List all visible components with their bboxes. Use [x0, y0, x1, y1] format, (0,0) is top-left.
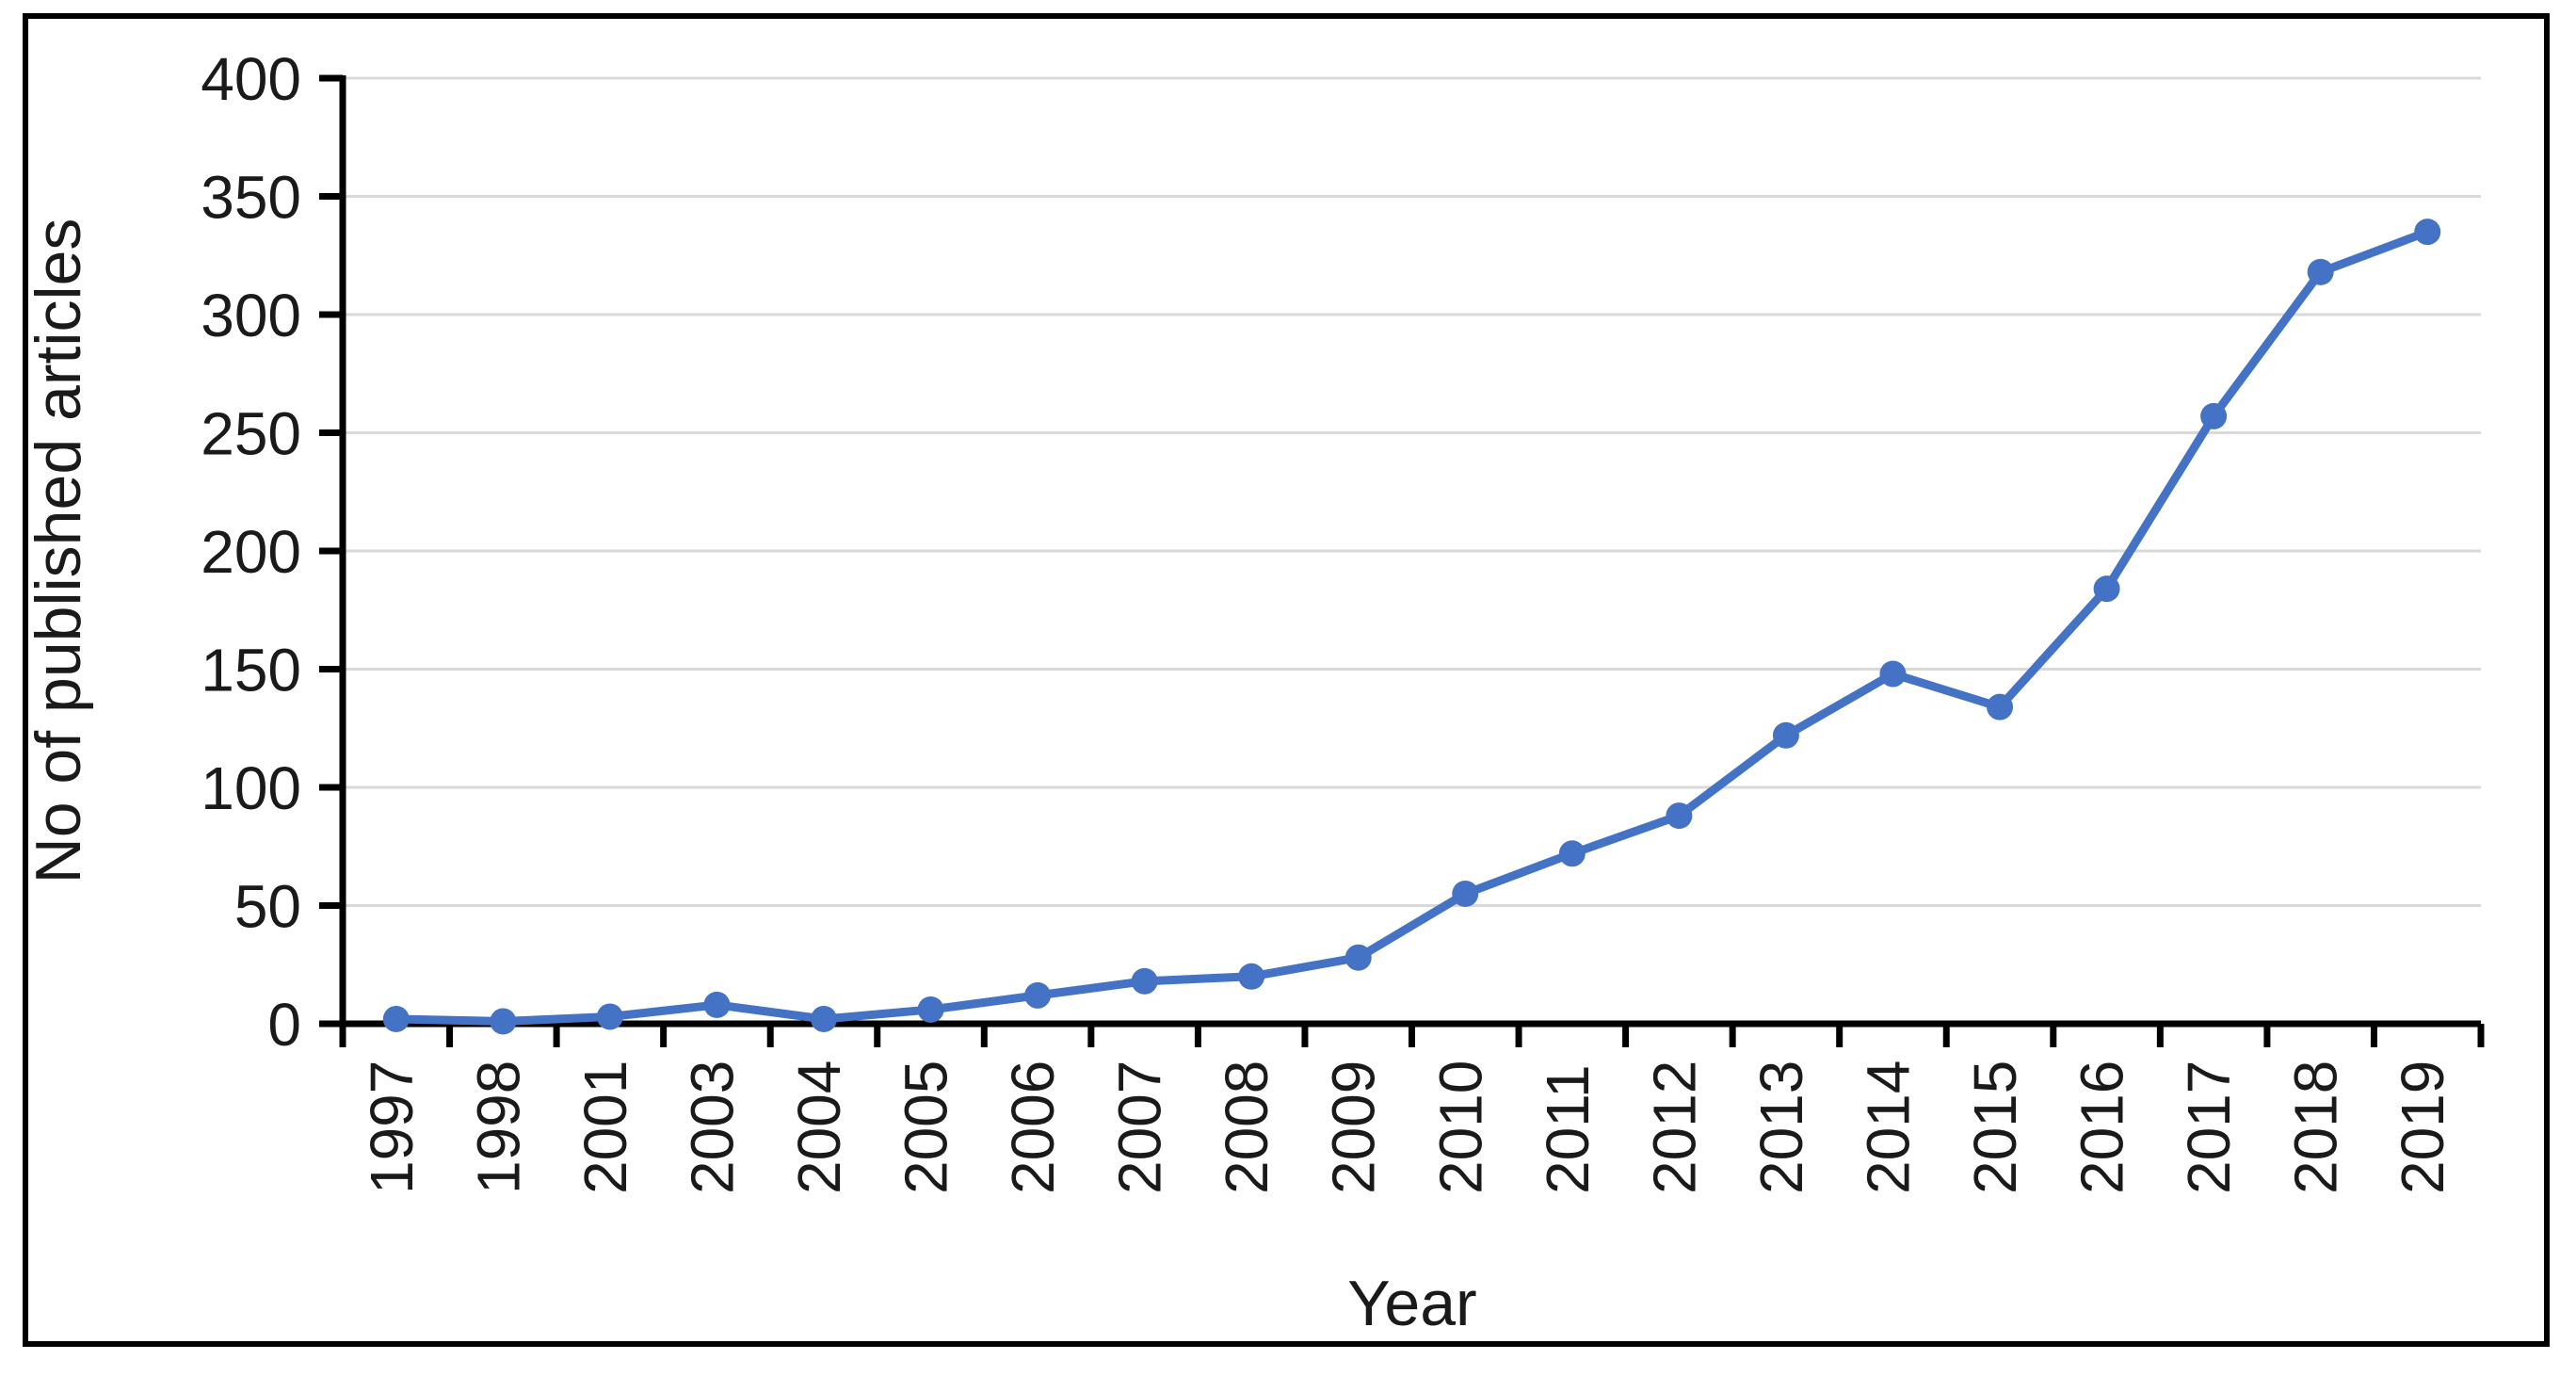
y-tick-label: 350	[201, 164, 301, 232]
series-line	[392, 227, 2432, 1026]
x-tick-label: 2015	[1961, 1060, 2029, 1194]
x-axis-title-text: Year	[1347, 1268, 1477, 1339]
data-point-marker	[1987, 693, 2014, 720]
y-tick-label: 100	[201, 754, 301, 822]
data-point-marker	[1131, 967, 1158, 995]
x-tick-label: 2013	[1747, 1060, 1815, 1194]
data-point-marker	[2200, 402, 2228, 429]
data-point-marker	[382, 1005, 410, 1032]
data-point-marker	[1452, 880, 1479, 907]
x-tick-label: 2001	[572, 1060, 639, 1194]
x-tick-label: 1998	[464, 1060, 532, 1194]
data-point-marker	[490, 1008, 517, 1035]
data-point-marker	[1344, 944, 1372, 971]
data-point-marker	[2307, 258, 2334, 285]
x-tick-label: 2007	[1106, 1060, 1174, 1194]
data-point-marker	[703, 991, 731, 1018]
data-point-marker	[2093, 575, 2120, 603]
y-tick-label: 150	[201, 637, 301, 704]
x-tick-label: 2017	[2175, 1060, 2243, 1194]
x-tick-label: 2019	[2389, 1060, 2456, 1194]
x-tick-label: 2018	[2282, 1060, 2350, 1194]
x-tick-label: 2005	[893, 1060, 960, 1194]
data-point-marker	[1666, 802, 1693, 830]
x-tick-label: 2014	[1854, 1060, 1922, 1194]
data-point-marker	[1879, 660, 1907, 688]
data-point-marker	[596, 1003, 623, 1030]
y-axis-title-text: No of published articles	[23, 218, 94, 884]
x-tick-label: 2009	[1320, 1060, 1388, 1194]
chart-frame	[23, 13, 2550, 1347]
x-tick-label: 2008	[1213, 1060, 1280, 1194]
data-point-marker	[1558, 840, 1586, 867]
x-tick-label: 2012	[1640, 1060, 1708, 1194]
y-tick-label: 300	[201, 282, 301, 349]
data-point-marker	[1772, 721, 1799, 749]
data-point-marker	[2414, 219, 2441, 246]
x-tick-label: 2006	[999, 1060, 1067, 1194]
x-tick-label: 2004	[785, 1060, 853, 1194]
x-tick-label: 2011	[1534, 1064, 1602, 1194]
y-tick-label: 0	[267, 991, 301, 1059]
data-point-marker	[1238, 963, 1265, 990]
y-tick-label: 250	[201, 400, 301, 468]
y-tick-label: 400	[201, 45, 301, 113]
data-point-marker	[1024, 981, 1052, 1009]
x-tick-label: 2016	[2069, 1060, 2136, 1194]
data-point-marker	[810, 1005, 837, 1032]
y-tick-label: 200	[201, 518, 301, 586]
x-tick-label: 2010	[1426, 1060, 1494, 1194]
x-tick-label: 1997	[358, 1060, 426, 1194]
x-tick-label: 2003	[678, 1060, 746, 1194]
y-tick-label: 50	[234, 873, 301, 941]
data-point-marker	[917, 996, 944, 1023]
